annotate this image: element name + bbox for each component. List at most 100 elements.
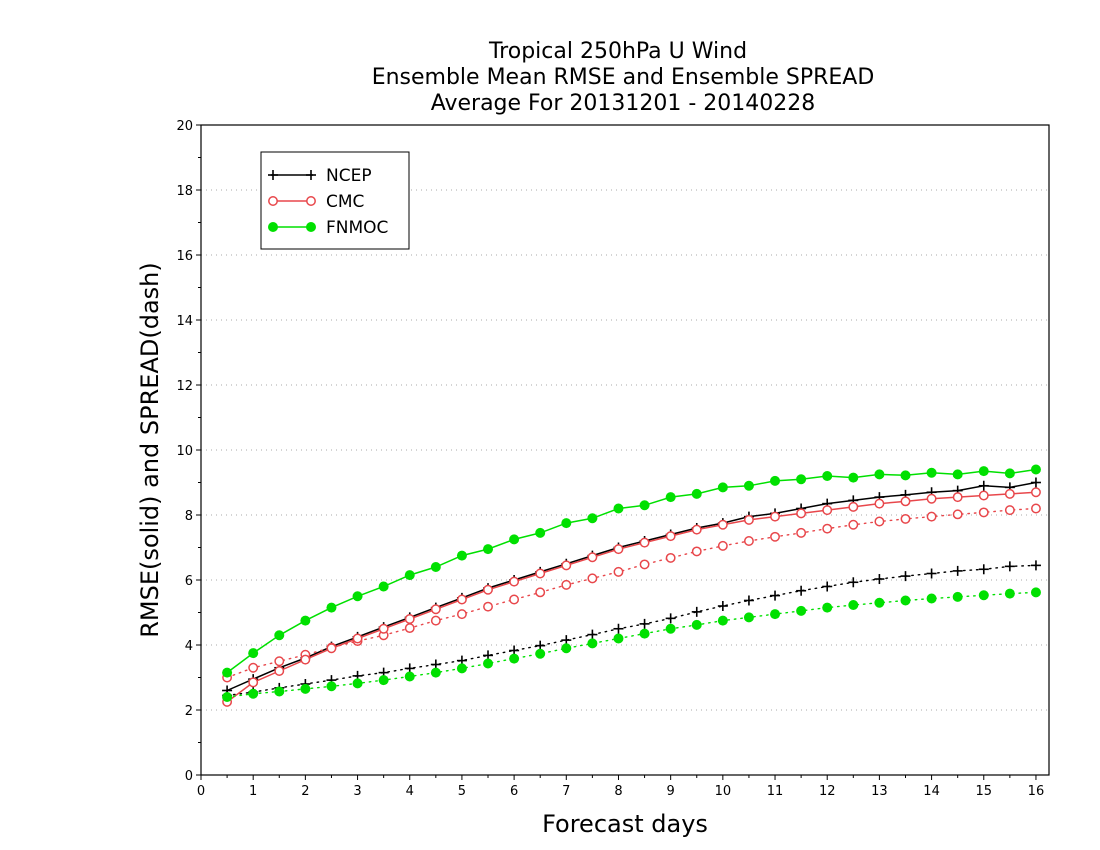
data-point-dot	[743, 480, 754, 491]
legend: NCEP CMC FNMOC	[260, 151, 410, 250]
data-point-circle	[691, 546, 702, 557]
data-point-dot	[509, 653, 520, 664]
x-tick-label: 5	[458, 784, 466, 799]
x-tick-label: 7	[562, 784, 570, 799]
y-tick-label: 4	[185, 639, 193, 654]
y-tick-label: 20	[176, 119, 193, 134]
legend-item-ncep: NCEP	[268, 166, 372, 186]
legend-label-cmc: CMC	[326, 192, 364, 212]
data-point-plus	[1030, 477, 1041, 488]
data-point-dot	[639, 500, 650, 511]
data-point-circle	[691, 524, 702, 535]
data-point-circle	[561, 579, 572, 590]
data-point-dot	[978, 590, 989, 601]
data-point-circle	[1031, 487, 1041, 498]
data-point-dot	[378, 675, 389, 686]
data-point-circle	[822, 523, 833, 534]
data-point-dot	[717, 482, 728, 493]
data-point-dot	[796, 474, 807, 485]
series-cmc	[222, 487, 1041, 707]
data-point-dot	[639, 628, 650, 639]
data-point-dot	[248, 648, 259, 659]
data-point-circle	[770, 531, 780, 542]
data-point-dot	[404, 671, 415, 682]
data-point-circle	[613, 566, 624, 577]
data-point-dot	[1004, 588, 1015, 599]
y-tick-label: 18	[176, 184, 193, 199]
data-point-circle	[430, 604, 441, 615]
data-point-dot	[352, 678, 363, 689]
data-point-dot	[665, 623, 676, 634]
legend-item-fnmoc: FNMOC	[268, 218, 388, 238]
data-point-circle	[509, 576, 520, 587]
data-point-dot	[300, 615, 311, 626]
data-point-dot	[561, 643, 572, 654]
legend-label-ncep: NCEP	[326, 166, 372, 186]
series-cmc-rmse-line	[226, 491, 1037, 703]
data-point-circle	[952, 492, 963, 503]
data-point-circle	[613, 544, 624, 555]
x-tick-label: 6	[510, 784, 518, 799]
data-point-circle	[274, 666, 285, 676]
data-point-dot	[404, 570, 415, 581]
data-point-dot	[561, 518, 572, 529]
data-point-circle	[326, 643, 337, 654]
data-point-plus	[665, 613, 676, 624]
data-point-circle	[561, 560, 572, 571]
data-point-circle	[796, 508, 807, 519]
chart-title-line-1: Tropical 250hPa U Wind	[488, 39, 747, 64]
data-point-circle	[274, 656, 285, 667]
data-point-dot	[535, 648, 546, 659]
data-point-dot	[222, 667, 233, 678]
data-point-circle	[743, 536, 754, 546]
series-ncep-spread-line	[226, 564, 1037, 697]
x-tick-label: 8	[614, 784, 622, 799]
data-point-dot	[822, 602, 833, 613]
data-point-dot	[926, 467, 937, 478]
data-point-dot	[848, 600, 859, 611]
data-point-dot	[978, 466, 989, 477]
data-point-dot	[274, 686, 285, 697]
data-point-plus	[691, 606, 702, 617]
y-axis: 0 2 4 6 8 10 12 14 16 18 20	[176, 119, 201, 784]
data-point-circle	[456, 609, 467, 620]
data-point-circle	[483, 584, 493, 595]
data-point-dot	[535, 527, 546, 538]
data-point-circle	[509, 594, 520, 605]
data-point-circle	[717, 540, 728, 551]
data-point-dot	[268, 222, 278, 232]
data-point-circle	[268, 196, 278, 206]
data-point-dot	[352, 591, 363, 602]
data-point-dot	[900, 595, 911, 606]
data-point-dot	[952, 469, 963, 480]
x-tick-label: 15	[975, 784, 992, 799]
data-point-plus	[848, 577, 859, 588]
data-point-dot	[483, 658, 494, 669]
y-tick-label: 10	[176, 444, 193, 459]
x-axis-label: Forecast days	[542, 810, 708, 838]
data-point-circle	[874, 516, 885, 527]
data-point-circle	[587, 573, 598, 584]
data-point-circle	[378, 623, 389, 634]
data-point-dot	[1030, 587, 1041, 598]
data-point-dot	[926, 593, 937, 604]
chart-title: Tropical 250hPa U Wind Ensemble Mean RMS…	[372, 39, 875, 116]
data-point-plus	[926, 568, 937, 579]
data-point-circle	[535, 568, 546, 579]
data-point-circle	[1004, 505, 1015, 516]
data-point-dot	[743, 612, 754, 623]
data-point-dot	[613, 503, 624, 514]
data-point-dot	[874, 469, 885, 480]
data-point-circle	[1004, 488, 1015, 499]
data-point-dot	[796, 605, 807, 616]
data-point-circle	[822, 505, 833, 516]
data-point-plus	[306, 170, 316, 180]
series-fnmoc	[222, 464, 1041, 702]
data-point-dot	[509, 534, 520, 545]
data-point-circle	[430, 615, 441, 626]
x-tick-label: 9	[667, 784, 675, 799]
y-tick-label: 16	[176, 249, 193, 264]
data-point-circle	[306, 196, 316, 206]
data-point-dot	[326, 602, 337, 613]
data-point-plus	[900, 571, 911, 582]
